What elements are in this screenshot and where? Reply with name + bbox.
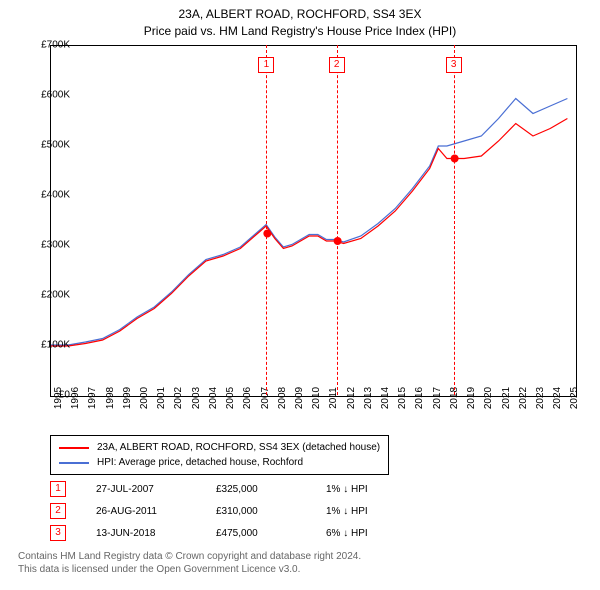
legend-label: 23A, ALBERT ROAD, ROCHFORD, SS4 3EX (det…	[97, 440, 380, 455]
events-table: 1 27-JUL-2007£325,0001% ↓ HPI 2 26-AUG-2011…	[50, 478, 426, 544]
event-row: 2 26-AUG-2011£310,0001% ↓ HPI	[50, 500, 426, 522]
footer-line-1: Contains HM Land Registry data © Crown c…	[18, 550, 361, 563]
event-marker-badge: 2	[329, 57, 345, 73]
y-tick-label: £200K	[25, 290, 70, 301]
legend: 23A, ALBERT ROAD, ROCHFORD, SS4 3EX (det…	[50, 435, 389, 475]
x-tick-label: 2021	[501, 387, 512, 409]
sale-point	[263, 230, 271, 238]
x-tick-label: 2024	[552, 387, 563, 409]
x-tick-label: 2006	[242, 387, 253, 409]
x-tick-label: 2000	[139, 387, 150, 409]
legend-label: HPI: Average price, detached house, Roch…	[97, 455, 303, 470]
x-tick-label: 2016	[414, 387, 425, 409]
line-price-paid	[51, 119, 567, 347]
event-delta: 1% ↓ HPI	[326, 484, 426, 495]
x-tick-label: 1995	[53, 387, 64, 409]
event-marker-line	[454, 45, 455, 395]
event-date: 13-JUN-2018	[96, 528, 216, 539]
x-tick-label: 2009	[294, 387, 305, 409]
event-date: 27-JUL-2007	[96, 484, 216, 495]
x-tick-label: 2023	[535, 387, 546, 409]
legend-swatch	[59, 462, 89, 464]
sale-point	[451, 155, 459, 163]
x-tick-label: 2013	[363, 387, 374, 409]
event-num-badge: 2	[50, 503, 66, 519]
x-tick-label: 2014	[380, 387, 391, 409]
x-tick-label: 2020	[483, 387, 494, 409]
y-tick-label: £600K	[25, 90, 70, 101]
footer-line-2: This data is licensed under the Open Gov…	[18, 563, 361, 576]
x-tick-label: 2008	[277, 387, 288, 409]
x-tick-label: 2001	[156, 387, 167, 409]
y-tick-label: £700K	[25, 40, 70, 51]
legend-swatch	[59, 447, 89, 449]
event-marker-line	[266, 45, 267, 395]
y-tick-label: £300K	[25, 240, 70, 251]
x-tick-label: 2004	[208, 387, 219, 409]
x-tick-label: 2007	[260, 387, 271, 409]
sale-point	[334, 237, 342, 245]
x-tick-label: 2002	[173, 387, 184, 409]
x-tick-label: 2019	[466, 387, 477, 409]
event-row: 1 27-JUL-2007£325,0001% ↓ HPI	[50, 478, 426, 500]
legend-item: HPI: Average price, detached house, Roch…	[59, 455, 380, 470]
chart-plot-area	[50, 45, 577, 397]
x-tick-label: 1997	[87, 387, 98, 409]
event-date: 26-AUG-2011	[96, 506, 216, 517]
y-tick-label: £100K	[25, 340, 70, 351]
event-marker-line	[337, 45, 338, 395]
chart-title-block: 23A, ALBERT ROAD, ROCHFORD, SS4 3EX Pric…	[0, 0, 600, 40]
x-tick-label: 1996	[70, 387, 81, 409]
x-tick-label: 2012	[346, 387, 357, 409]
event-num-badge: 3	[50, 525, 66, 541]
x-tick-label: 2025	[569, 387, 580, 409]
y-tick-label: £500K	[25, 140, 70, 151]
x-tick-label: 1999	[122, 387, 133, 409]
x-tick-label: 2017	[432, 387, 443, 409]
line-hpi	[51, 99, 567, 346]
x-tick-label: 2003	[191, 387, 202, 409]
title-line-1: 23A, ALBERT ROAD, ROCHFORD, SS4 3EX	[0, 6, 600, 23]
x-tick-label: 2010	[311, 387, 322, 409]
title-line-2: Price paid vs. HM Land Registry's House …	[0, 23, 600, 40]
event-price: £310,000	[216, 506, 326, 517]
x-tick-label: 2015	[397, 387, 408, 409]
event-price: £325,000	[216, 484, 326, 495]
event-price: £475,000	[216, 528, 326, 539]
event-delta: 1% ↓ HPI	[326, 506, 426, 517]
footer-attribution: Contains HM Land Registry data © Crown c…	[18, 550, 361, 576]
x-tick-label: 2005	[225, 387, 236, 409]
event-marker-badge: 1	[258, 57, 274, 73]
legend-item: 23A, ALBERT ROAD, ROCHFORD, SS4 3EX (det…	[59, 440, 380, 455]
event-row: 3 13-JUN-2018£475,0006% ↓ HPI	[50, 522, 426, 544]
y-tick-label: £400K	[25, 190, 70, 201]
x-tick-label: 2022	[518, 387, 529, 409]
event-marker-badge: 3	[446, 57, 462, 73]
event-num-badge: 1	[50, 481, 66, 497]
event-delta: 6% ↓ HPI	[326, 528, 426, 539]
chart-svg	[51, 46, 576, 396]
x-tick-label: 1998	[105, 387, 116, 409]
x-tick-label: 2011	[328, 387, 339, 409]
